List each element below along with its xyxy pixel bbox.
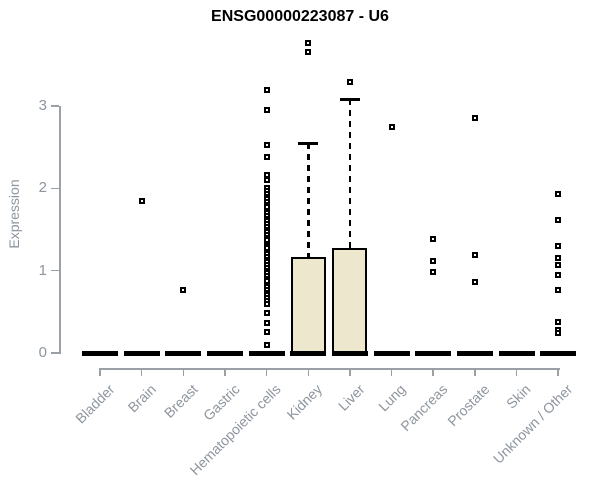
median-bar bbox=[331, 350, 368, 356]
x-tick-mark bbox=[99, 368, 101, 376]
median-bar bbox=[540, 350, 577, 356]
outlier-point bbox=[138, 197, 145, 204]
y-axis-line bbox=[59, 106, 61, 355]
x-tick-mark bbox=[390, 368, 393, 376]
outlier-point bbox=[180, 286, 187, 293]
x-tick-mark bbox=[182, 368, 185, 376]
outlier-point bbox=[263, 141, 270, 148]
outlier-point bbox=[555, 255, 562, 262]
outlier-point bbox=[263, 320, 270, 327]
x-tick-mark bbox=[349, 368, 351, 376]
outlier-point bbox=[555, 271, 562, 278]
x-tick-label-unknown-other: Unknown / Other bbox=[489, 381, 576, 467]
x-tick-mark bbox=[515, 368, 518, 376]
x-tick-mark bbox=[307, 368, 309, 376]
x-tick-label-prostate: Prostate bbox=[443, 381, 493, 430]
median-bar bbox=[456, 350, 493, 356]
x-tick-label-breast: Breast bbox=[160, 381, 201, 421]
outlier-point bbox=[346, 79, 353, 86]
outlier-point bbox=[430, 236, 437, 243]
outlier-point bbox=[555, 191, 562, 198]
median-bar bbox=[165, 350, 202, 356]
outlier-point bbox=[555, 286, 562, 293]
x-tick-mark bbox=[224, 368, 226, 376]
outlier-point bbox=[471, 115, 478, 122]
outlier-point bbox=[388, 124, 395, 131]
outlier-point bbox=[430, 269, 437, 276]
x-tick-mark bbox=[432, 368, 434, 376]
whisker-cap bbox=[298, 141, 319, 145]
outlier-point bbox=[263, 154, 270, 161]
y-axis-label: Expression bbox=[6, 179, 22, 249]
x-tick-label-brain: Brain bbox=[124, 381, 159, 416]
x-tick-label-liver: Liver bbox=[334, 381, 368, 414]
median-bar bbox=[206, 350, 243, 356]
outlier-point bbox=[263, 177, 270, 184]
outlier-point bbox=[471, 279, 478, 286]
whisker-cap bbox=[339, 97, 360, 101]
outlier-point bbox=[555, 330, 562, 337]
whisker-line bbox=[307, 143, 310, 257]
median-bar bbox=[415, 350, 452, 356]
median-bar bbox=[82, 350, 118, 356]
whisker-line bbox=[348, 99, 352, 248]
outlier-point bbox=[430, 257, 437, 264]
x-axis-line bbox=[98, 368, 560, 370]
outlier-point bbox=[263, 107, 270, 114]
outlier-point bbox=[555, 261, 562, 268]
x-tick-mark bbox=[474, 368, 476, 376]
x-tick-label-bladder: Bladder bbox=[71, 381, 118, 427]
outlier-point bbox=[305, 48, 312, 55]
outlier-point bbox=[263, 300, 270, 307]
y-tick-label: 2 bbox=[38, 179, 47, 197]
y-tick-mark bbox=[51, 352, 59, 354]
median-bar bbox=[248, 350, 285, 356]
y-tick-mark bbox=[51, 105, 59, 107]
y-tick-mark bbox=[51, 187, 59, 190]
median-bar bbox=[373, 350, 410, 356]
x-tick-mark bbox=[265, 368, 268, 376]
outlier-point bbox=[555, 242, 562, 249]
outlier-point bbox=[263, 328, 270, 335]
outlier-point bbox=[305, 39, 312, 46]
x-tick-label-kidney: Kidney bbox=[283, 381, 326, 423]
median-bar bbox=[498, 350, 535, 356]
y-tick-label: 1 bbox=[38, 261, 47, 279]
outlier-point bbox=[471, 252, 478, 259]
median-bar bbox=[123, 350, 160, 356]
x-tick-label-lung: Lung bbox=[375, 381, 409, 415]
x-tick-label-skin: Skin bbox=[503, 381, 534, 412]
x-tick-mark bbox=[557, 368, 559, 376]
outlier-point bbox=[263, 87, 270, 94]
chart-title: ENSG00000223087 - U6 bbox=[211, 8, 389, 25]
y-tick-mark bbox=[51, 269, 59, 272]
box bbox=[332, 247, 368, 353]
outlier-point bbox=[555, 318, 562, 325]
outlier-point bbox=[555, 217, 562, 224]
y-tick-label: 3 bbox=[38, 97, 47, 114]
box bbox=[290, 256, 326, 353]
outlier-point bbox=[263, 341, 270, 348]
y-tick-label: 0 bbox=[38, 344, 47, 361]
outlier-point bbox=[263, 309, 270, 316]
x-tick-mark bbox=[140, 368, 143, 376]
median-bar bbox=[290, 350, 327, 356]
